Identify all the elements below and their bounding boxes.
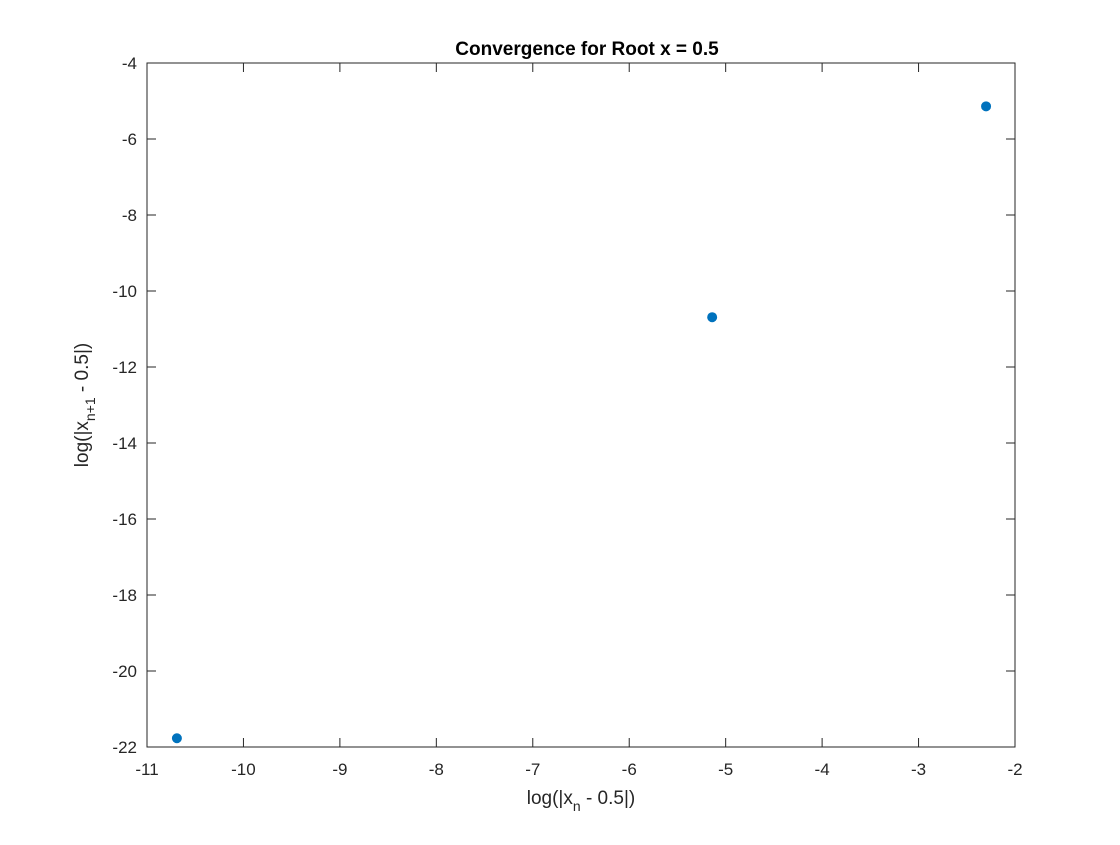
- y-axis-label-pre: log(|x: [72, 421, 93, 468]
- x-axis-label-post: - 0.5|): [581, 788, 636, 809]
- y-tick-label-0: -22: [112, 738, 137, 757]
- chart-title: Convergence for Root x = 0.5: [455, 39, 719, 60]
- x-tick-label-1: -10: [231, 760, 256, 779]
- x-tick-label-4: -7: [525, 760, 540, 779]
- y-tick-label-9: -4: [122, 54, 137, 73]
- y-tick-label-4: -14: [112, 434, 137, 453]
- y-axis-ticks: -22 -20 -18 -16 -14 -12 -10 -8 -6 -4: [112, 54, 1015, 757]
- y-axis-label-sub: n+1: [82, 397, 98, 421]
- y-tick-label-5: -12: [112, 358, 137, 377]
- x-axis-label: log(|xn - 0.5|): [527, 788, 635, 814]
- x-tick-label-7: -4: [815, 760, 830, 779]
- x-tick-label-8: -3: [911, 760, 926, 779]
- y-tick-label-6: -10: [112, 282, 137, 301]
- x-tick-label-2: -9: [332, 760, 347, 779]
- data-point-0-2: [171, 733, 182, 744]
- x-tick-label-9: -2: [1007, 760, 1022, 779]
- plot-area: [146, 62, 1016, 748]
- data-point-0-1: [707, 312, 718, 323]
- x-axis-label-pre: log(|x: [527, 788, 574, 809]
- x-axis-ticks: -11 -10 -9 -8 -7 -6 -5 -4 -3 -2: [135, 63, 1023, 779]
- x-tick-label-5: -6: [622, 760, 637, 779]
- x-tick-label-0: -11: [135, 760, 158, 779]
- x-axis-label-sub: n: [573, 798, 581, 814]
- y-tick-label-8: -6: [122, 130, 137, 149]
- data-point-0-0: [981, 101, 992, 112]
- y-axis-label-post: - 0.5|): [72, 343, 93, 398]
- y-tick-label-3: -16: [112, 510, 137, 529]
- x-tick-label-6: -5: [718, 760, 733, 779]
- y-tick-label-1: -20: [112, 662, 137, 681]
- data-points: [171, 101, 992, 744]
- y-tick-label-2: -18: [112, 586, 137, 605]
- x-tick-label-3: -8: [429, 760, 444, 779]
- y-axis-label: log(|xn+1 - 0.5|): [72, 343, 98, 467]
- y-tick-label-7: -8: [122, 206, 137, 225]
